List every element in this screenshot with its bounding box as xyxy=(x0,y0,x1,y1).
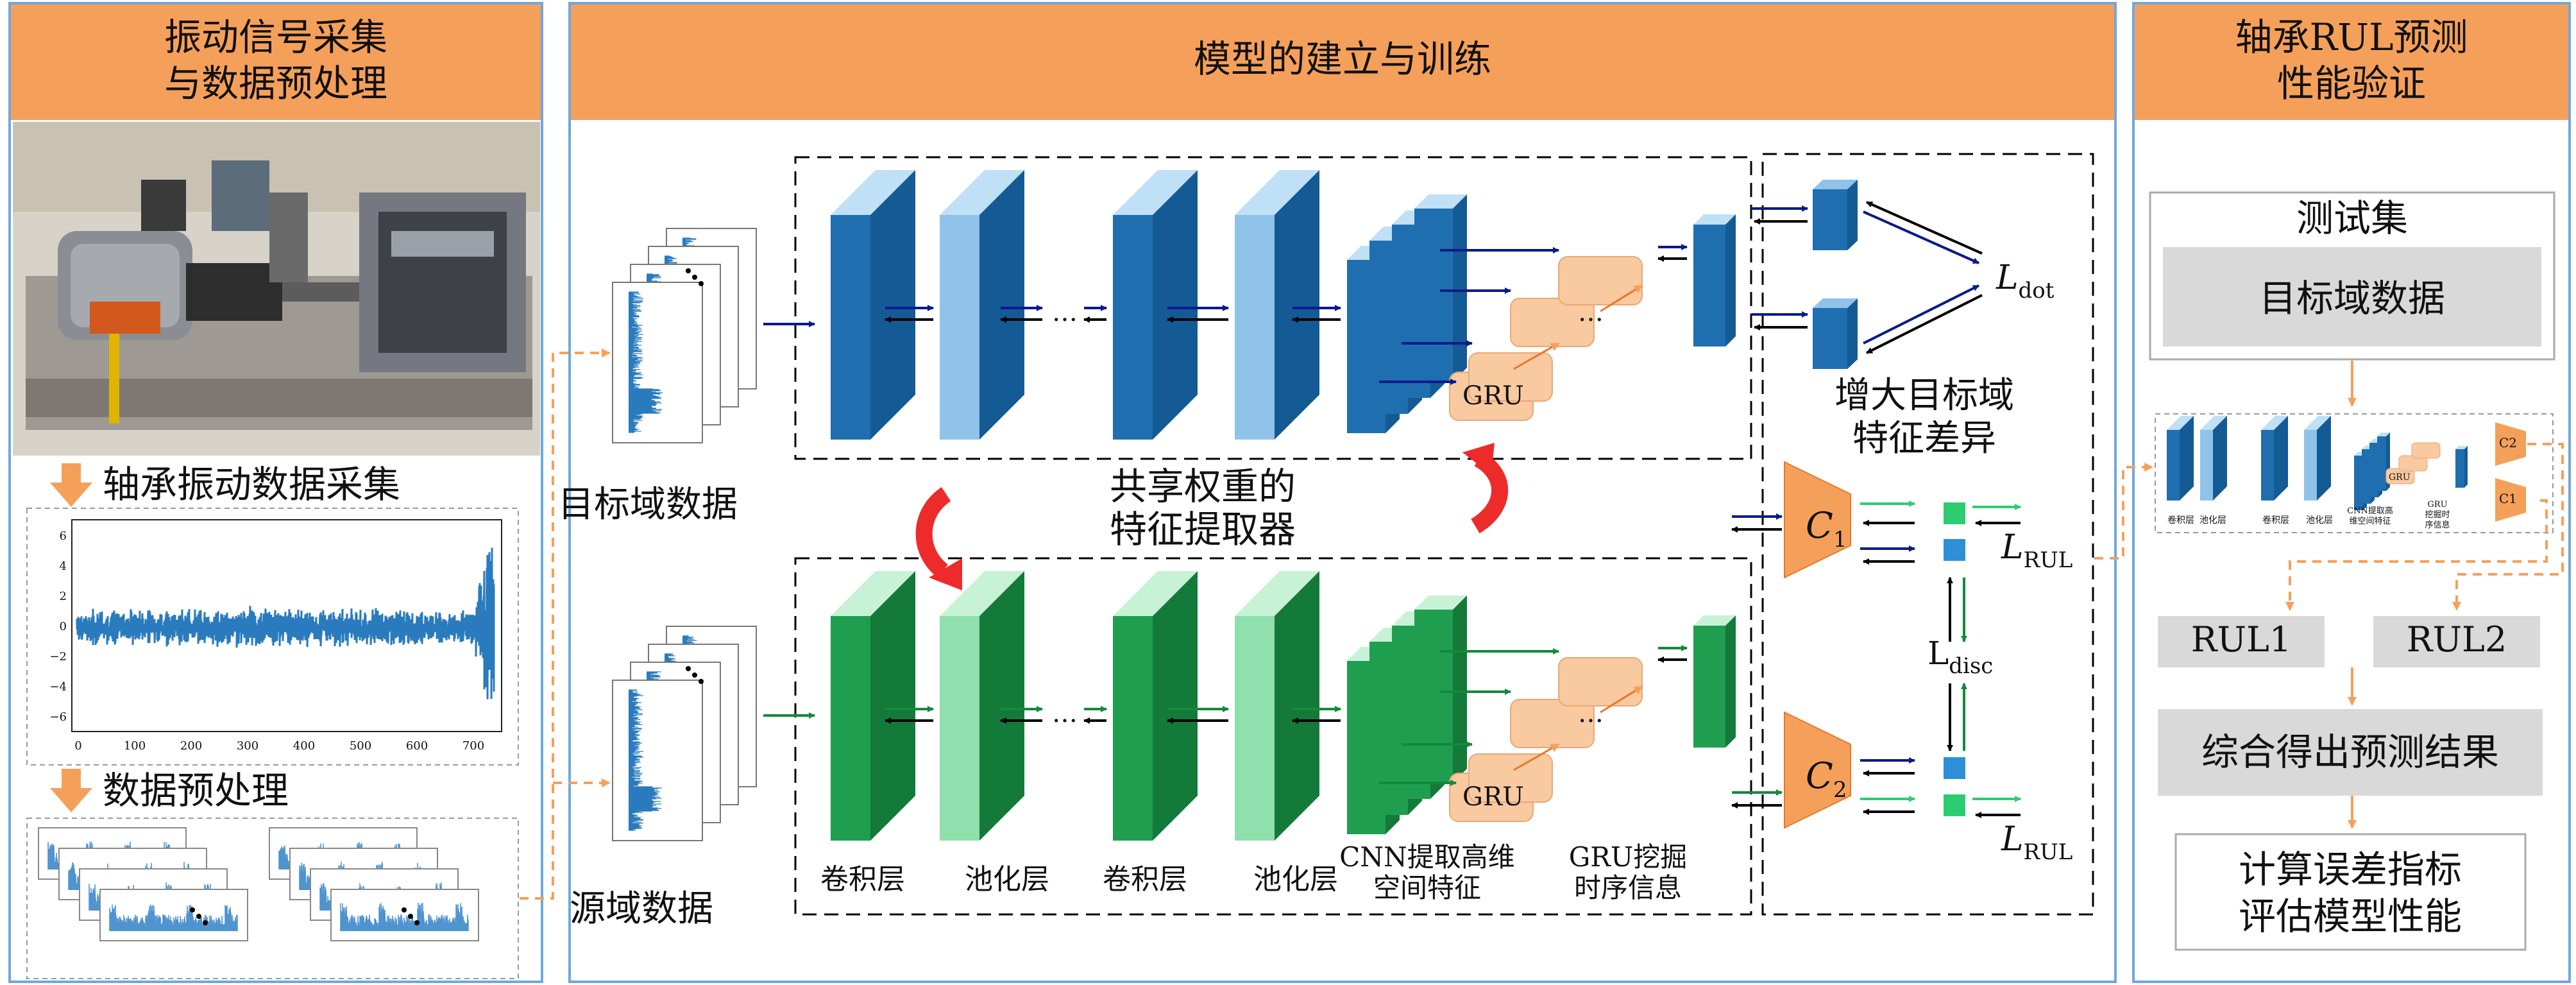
metric-line2: 评估模型性能 xyxy=(2239,895,2462,938)
y-tick-label: −4 xyxy=(49,680,67,694)
right-panel xyxy=(2132,2,2571,983)
x-tick-label: 400 xyxy=(293,739,315,753)
x-tick-label: 100 xyxy=(124,739,146,753)
rul2-box xyxy=(2373,616,2540,667)
left-to-middle-connectors xyxy=(520,348,611,900)
down-arrow-1 xyxy=(50,463,92,507)
source-feature-extractor: … GRU … xyxy=(831,571,1736,841)
middle-panel xyxy=(568,2,2117,983)
y-tick-label: 2 xyxy=(60,590,67,603)
rul2-label: RUL2 xyxy=(2407,619,2507,660)
c1-label: C1 xyxy=(1806,505,1847,552)
target-domain-text: 目标域数据 xyxy=(2259,277,2445,320)
source-input-stack xyxy=(612,626,757,841)
middle-title: 模型的建立与训练 xyxy=(1194,37,1491,81)
metric-box xyxy=(2174,833,2527,951)
left-title-line1: 振动信号采集 xyxy=(164,15,387,59)
y-tick-label: −6 xyxy=(49,710,67,724)
x-tick-label: 700 xyxy=(462,739,484,753)
label-cnn-line2: 空间特征 xyxy=(1373,872,1481,904)
svg-text:池化层: 池化层 xyxy=(2306,515,2333,526)
y-tick-label: 0 xyxy=(60,620,67,633)
test-rig-photo xyxy=(13,122,540,456)
x-tick-label: 0 xyxy=(74,739,81,753)
svg-text:C2: C2 xyxy=(2499,435,2517,450)
preprocessed-data-plots xyxy=(26,818,519,979)
svg-text:C1: C1 xyxy=(2499,491,2517,506)
svg-text:GRU: GRU xyxy=(2389,472,2411,483)
x-tick-label: 200 xyxy=(180,739,202,753)
label-conv1: 卷积层 xyxy=(820,863,905,896)
c2-label: C2 xyxy=(1806,755,1847,803)
target-input-stack xyxy=(612,228,757,443)
l-rul-symbol-2: LRUL xyxy=(2001,820,2072,865)
rul1-label: RUL1 xyxy=(2191,619,2291,660)
step-data-collection: 轴承振动数据采集 xyxy=(103,463,400,506)
increase-diff-line1: 增大目标域 xyxy=(1835,375,2014,416)
y-tick-label: −2 xyxy=(49,650,67,664)
rul1-box xyxy=(2158,616,2325,667)
combine-label: 综合得出预测结果 xyxy=(2201,730,2499,774)
svg-text:…: … xyxy=(1578,298,1604,327)
target-extractor-frame xyxy=(794,156,1752,460)
test-set-label: 测试集 xyxy=(2296,196,2408,240)
svg-text:…: … xyxy=(1052,699,1078,728)
classifier-c2 xyxy=(1784,711,1851,829)
down-arrow-2 xyxy=(50,769,92,812)
shared-extractor-line1: 共享权重的 xyxy=(1110,465,1296,508)
x-tick-label: 500 xyxy=(350,739,371,753)
mini-model-diagram: GRU C2 C1 卷积层 池化层 卷积层 池化层 CNN提取高 维空间特征 G… xyxy=(2155,413,2554,533)
svg-text:挖掘时: 挖掘时 xyxy=(2425,510,2450,520)
y-tick-label: 6 xyxy=(60,529,67,543)
svg-text:GRU: GRU xyxy=(1462,782,1524,812)
svg-text:GRU: GRU xyxy=(2427,500,2447,510)
combine-box xyxy=(2158,709,2543,796)
shared-weight-arrows xyxy=(915,443,1509,590)
shared-extractor-line2: 特征提取器 xyxy=(1110,508,1296,551)
source-extractor-frame xyxy=(794,557,1752,916)
svg-text:GRU: GRU xyxy=(1462,381,1524,411)
svg-text:卷积层: 卷积层 xyxy=(2262,515,2289,526)
loss-frame xyxy=(1761,153,2094,916)
svg-text:序信息: 序信息 xyxy=(2425,520,2450,530)
l-rul-symbol-1: LRUL xyxy=(2001,528,2072,573)
left-panel xyxy=(8,2,543,983)
svg-text:池化层: 池化层 xyxy=(2199,515,2226,526)
l-dot-symbol: Ldot xyxy=(1996,259,2055,304)
vibration-signal-plot: 6 4 2 0 −2 −4 −6 0 100 200 300 400 500 600 700 xyxy=(26,508,519,766)
label-pool2: 池化层 xyxy=(1253,863,1338,896)
source-domain-data-label: 源域数据 xyxy=(570,888,713,930)
increase-diff-line2: 特征差异 xyxy=(1852,418,1996,459)
target-domain-data-label: 目标域数据 xyxy=(558,484,738,526)
metric-line1: 计算误差指标 xyxy=(2239,848,2462,891)
target-feature-extractor: … GRU … xyxy=(831,170,1736,440)
classifier-c1 xyxy=(1784,461,1851,579)
svg-text:卷积层: 卷积层 xyxy=(2167,515,2194,526)
right-title-line2: 性能验证 xyxy=(2277,62,2426,105)
classifier-outputs xyxy=(1944,502,1965,816)
l-disc-symbol: Ldisc xyxy=(1928,635,1993,679)
label-gru-line2: 时序信息 xyxy=(1574,872,1682,904)
x-tick-label: 600 xyxy=(406,739,428,753)
label-cnn-line1: CNN提取高维 xyxy=(1339,841,1515,873)
right-title-line1: 轴承RUL预测 xyxy=(2235,15,2468,59)
label-gru-line1: GRU挖掘 xyxy=(1569,841,1688,873)
svg-text:…: … xyxy=(1052,298,1078,327)
target-domain-box xyxy=(2163,247,2541,347)
label-pool1: 池化层 xyxy=(965,863,1049,896)
target-feature-outputs xyxy=(1813,180,1858,369)
svg-text:…: … xyxy=(1578,699,1604,728)
y-tick-label: 4 xyxy=(60,560,67,573)
label-conv2: 卷积层 xyxy=(1103,863,1187,896)
svg-text:维空间特征: 维空间特征 xyxy=(2349,517,2391,526)
left-title-line2: 与数据预处理 xyxy=(164,62,387,105)
x-tick-label: 300 xyxy=(237,739,258,753)
step-preprocessing: 数据预处理 xyxy=(103,769,289,812)
svg-text:CNN提取高: CNN提取高 xyxy=(2347,506,2393,516)
